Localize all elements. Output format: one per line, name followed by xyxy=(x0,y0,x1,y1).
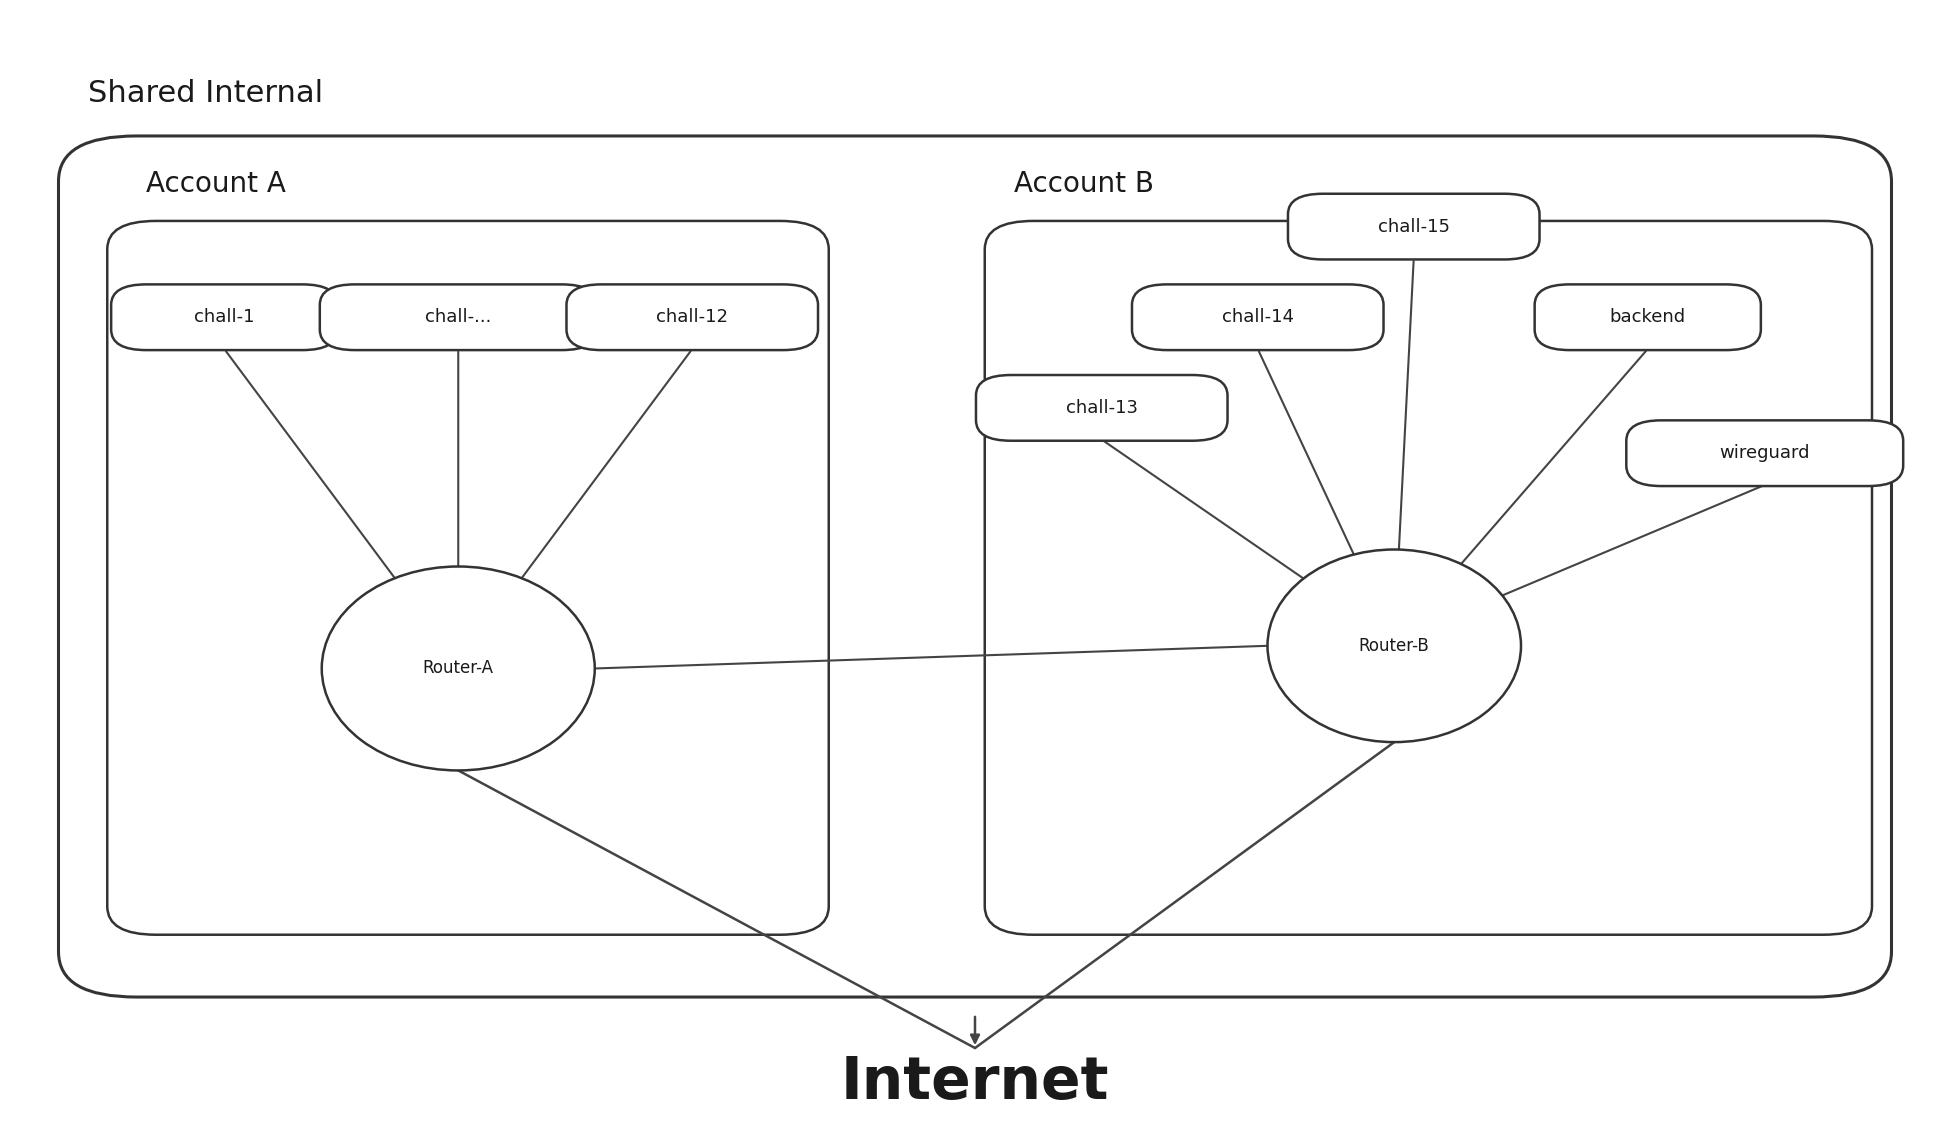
Text: Router-A: Router-A xyxy=(423,659,493,678)
FancyBboxPatch shape xyxy=(566,284,819,350)
FancyBboxPatch shape xyxy=(107,221,829,935)
FancyBboxPatch shape xyxy=(1287,194,1540,259)
Ellipse shape xyxy=(1268,550,1521,742)
FancyBboxPatch shape xyxy=(1131,284,1384,350)
FancyBboxPatch shape xyxy=(1626,420,1903,486)
FancyBboxPatch shape xyxy=(320,284,597,350)
Text: chall-13: chall-13 xyxy=(1067,399,1137,417)
Text: Account B: Account B xyxy=(1014,170,1154,198)
Text: chall-1: chall-1 xyxy=(193,308,255,326)
Text: Router-B: Router-B xyxy=(1359,637,1429,655)
Text: Shared Internal: Shared Internal xyxy=(88,78,324,108)
FancyBboxPatch shape xyxy=(975,375,1228,441)
FancyBboxPatch shape xyxy=(985,221,1872,935)
FancyBboxPatch shape xyxy=(1535,284,1761,350)
Text: Internet: Internet xyxy=(840,1054,1110,1110)
Text: wireguard: wireguard xyxy=(1720,444,1810,462)
Text: chall-15: chall-15 xyxy=(1379,218,1449,236)
Text: chall-14: chall-14 xyxy=(1223,308,1293,326)
Text: backend: backend xyxy=(1609,308,1687,326)
Text: chall-...: chall-... xyxy=(425,308,491,326)
FancyBboxPatch shape xyxy=(111,284,337,350)
Text: chall-12: chall-12 xyxy=(657,308,727,326)
Ellipse shape xyxy=(322,566,595,770)
FancyBboxPatch shape xyxy=(58,136,1892,997)
Text: Account A: Account A xyxy=(146,170,287,198)
